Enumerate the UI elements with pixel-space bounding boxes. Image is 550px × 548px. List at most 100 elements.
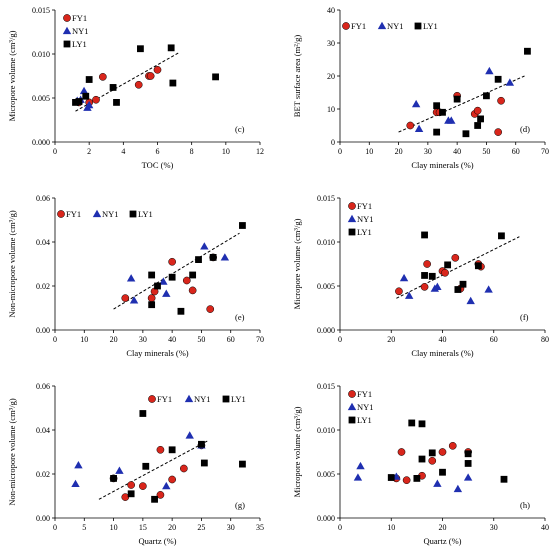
data-point-ly1: [148, 271, 156, 279]
data-point-ny1: [159, 277, 168, 285]
x-tick-label: 20: [395, 147, 403, 156]
data-point-fy1: [146, 72, 155, 80]
x-axis-title: Clay minerals (%): [126, 348, 188, 358]
data-point-ly1: [154, 282, 161, 290]
y-tick-label: 10: [327, 105, 335, 114]
data-point-ny1: [126, 274, 136, 282]
data-point-ly1: [477, 115, 484, 123]
data-point-ly1: [167, 44, 175, 52]
legend-label-fy1: FY1: [357, 389, 372, 399]
data-point-ly1: [239, 222, 246, 229]
data-point-ny1: [115, 466, 124, 474]
panel-c: 0 2 4 6 8 10 12 0.000 0.005 0.010 0.015 TOC (%) Micr…: [7, 6, 264, 170]
legend-marker-ly1: [414, 22, 422, 30]
x-tick-label: 60: [512, 147, 520, 156]
data-point-fy1: [397, 448, 406, 456]
x-tick-label: 10: [387, 523, 395, 532]
legend-label-fy1: FY1: [351, 21, 366, 31]
panel-label: (h): [520, 500, 530, 510]
legend-label-fy1: FY1: [357, 201, 372, 211]
data-point-ly1: [453, 95, 461, 103]
data-point-ly1: [418, 420, 426, 428]
data-point-ly1: [148, 301, 156, 309]
trend-line: [98, 440, 208, 500]
legend-marker-fy1: [348, 390, 356, 398]
legend-marker-ly1: [63, 40, 71, 48]
data-point-fy1: [406, 121, 415, 130]
data-point-ly1: [212, 73, 219, 81]
x-tick-label: 6: [156, 147, 160, 156]
x-tick-label: 10: [110, 523, 118, 532]
legend-marker-fy1: [148, 395, 156, 403]
data-point-fy1: [428, 456, 437, 465]
y-tick-label: 0.02: [36, 470, 50, 479]
data-point-ly1: [459, 280, 467, 288]
data-point-ly1: [75, 98, 83, 105]
data-point-ny1: [220, 253, 230, 261]
y-tick-label: 0.06: [36, 194, 50, 203]
data-point-ly1: [189, 271, 197, 279]
panel-label: (d): [520, 124, 530, 134]
legend: FY1 NY1 LY1: [57, 209, 153, 219]
data-point-ly1: [524, 47, 531, 55]
legend-marker-fy1: [342, 22, 350, 30]
y-tick-label: 0.02: [36, 282, 50, 291]
legend-label-fy1: FY1: [66, 209, 81, 219]
data-point-ny1: [433, 282, 442, 291]
data-point-ny1: [79, 86, 89, 95]
data-point-ly1: [474, 122, 482, 129]
data-point-fy1: [182, 276, 191, 285]
y-tick-label: 0.010: [317, 426, 335, 435]
data-point-ly1: [439, 468, 446, 476]
data-point-ny1: [485, 66, 494, 75]
x-tick-label: 10: [222, 147, 230, 156]
y-tick-label: 0.000: [317, 514, 335, 523]
x-tick-label: 4: [121, 147, 125, 156]
x-axis-title: Quartz (%): [424, 536, 462, 546]
data-point-ly1: [474, 262, 482, 270]
data-point-ny1: [433, 479, 442, 487]
legend-marker-ny1: [347, 402, 357, 411]
y-axis-title: BET surface area (m²/g): [292, 35, 302, 118]
data-point-ly1: [421, 272, 428, 279]
legend-marker-ny1: [184, 394, 194, 403]
x-tick-label: 25: [197, 523, 205, 532]
data-point-ny1: [71, 479, 80, 488]
x-tick-label: 30: [424, 147, 432, 156]
data-point-fy1: [423, 260, 431, 268]
legend-label-ny1: NY1: [102, 209, 119, 219]
data-point-ny1: [404, 291, 414, 299]
data-point-fy1: [206, 305, 215, 313]
data-point-ly1: [433, 102, 441, 110]
y-tick-label: 0.04: [36, 426, 50, 435]
data-point-fy1: [473, 106, 482, 115]
x-tick-label: 0: [338, 335, 342, 344]
data-point-ny1: [505, 78, 515, 86]
data-point-ly1: [500, 475, 508, 483]
data-point-ly1: [82, 92, 90, 100]
data-point-fy1: [497, 96, 505, 105]
data-point-ny1: [453, 484, 463, 493]
legend-marker-fy1: [63, 14, 71, 22]
panel-label: (c): [235, 124, 245, 134]
y-tick-label: 20: [327, 72, 335, 81]
trend-line: [396, 236, 520, 299]
data-point-ly1: [454, 286, 462, 293]
x-axis-title: Clay minerals (%): [411, 348, 473, 358]
data-point-ly1: [428, 272, 436, 280]
x-axis-title: Quartz (%): [139, 536, 177, 546]
data-point-fy1: [121, 294, 130, 302]
y-axis-title: Non-micropore volume (cm³/g): [7, 398, 17, 506]
data-point-ny1: [162, 289, 171, 297]
data-point-ly1: [464, 460, 472, 467]
data-point-ny1: [353, 473, 363, 481]
y-tick-label: 30: [327, 39, 335, 48]
data-point-fy1: [448, 441, 457, 450]
data-point-ly1: [444, 261, 452, 269]
x-tick-label: 20: [168, 523, 176, 532]
y-tick-label: 0.005: [317, 470, 335, 479]
data-point-fy1: [438, 448, 447, 456]
data-point-ly1: [109, 84, 117, 91]
data-point-fy1: [180, 464, 188, 473]
legend-label-ny1: NY1: [72, 26, 89, 36]
